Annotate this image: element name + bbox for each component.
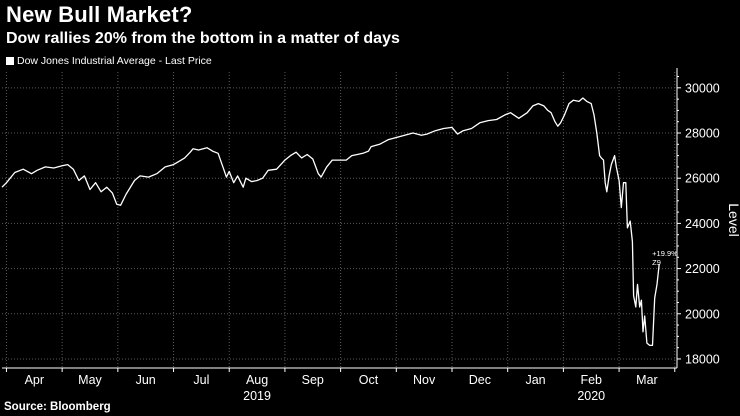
x-tick-label: Aug xyxy=(246,373,268,387)
y-tick-label: 20000 xyxy=(685,307,720,321)
x-tick-label: Nov xyxy=(413,373,436,387)
series-layer xyxy=(1,97,660,347)
x-tick-label: Mar xyxy=(636,373,658,387)
x-tick-label: Apr xyxy=(25,373,44,387)
x-tick-label: Oct xyxy=(359,373,379,387)
axis-layer xyxy=(2,68,681,372)
grid-layer xyxy=(2,72,677,368)
y-tick-label: 18000 xyxy=(685,352,720,366)
legend-label: Dow Jones Industrial Average - Last Pric… xyxy=(17,55,212,67)
y-tick-label: 24000 xyxy=(685,217,720,231)
source-note: Source: Bloomberg xyxy=(4,401,111,413)
label-layer: 18000 20000 22000 24000 26000 28000 30000 Apr Ma… xyxy=(25,81,740,403)
x-tick-label: Feb xyxy=(580,373,602,387)
series-line-dow xyxy=(1,97,660,347)
x-tick-label: Jun xyxy=(136,373,156,387)
x-tick-label: Sep xyxy=(302,373,324,387)
x-tick-label: Dec xyxy=(469,373,491,387)
x-year-label: 2020 xyxy=(577,389,605,403)
y-tick-label: 30000 xyxy=(685,81,720,95)
x-year-label: 2019 xyxy=(243,389,271,403)
annotation-change: +19.9% xyxy=(652,249,678,258)
annotation-sub: Z9 xyxy=(652,258,661,267)
y-tick-label: 28000 xyxy=(685,127,720,141)
chart-subtitle: Dow rallies 20% from the bottom in a mat… xyxy=(6,30,400,47)
legend-swatch xyxy=(6,57,14,65)
x-tick-label: Jan xyxy=(525,373,545,387)
x-tick-label: May xyxy=(78,373,102,387)
y-tick-label: 26000 xyxy=(685,172,720,186)
chart-title: New Bull Market? xyxy=(6,2,193,27)
legend: Dow Jones Industrial Average - Last Pric… xyxy=(6,55,212,67)
y-tick-label: 22000 xyxy=(685,262,720,276)
y-axis-title: Level xyxy=(726,203,740,236)
x-tick-label: Jul xyxy=(193,373,209,387)
